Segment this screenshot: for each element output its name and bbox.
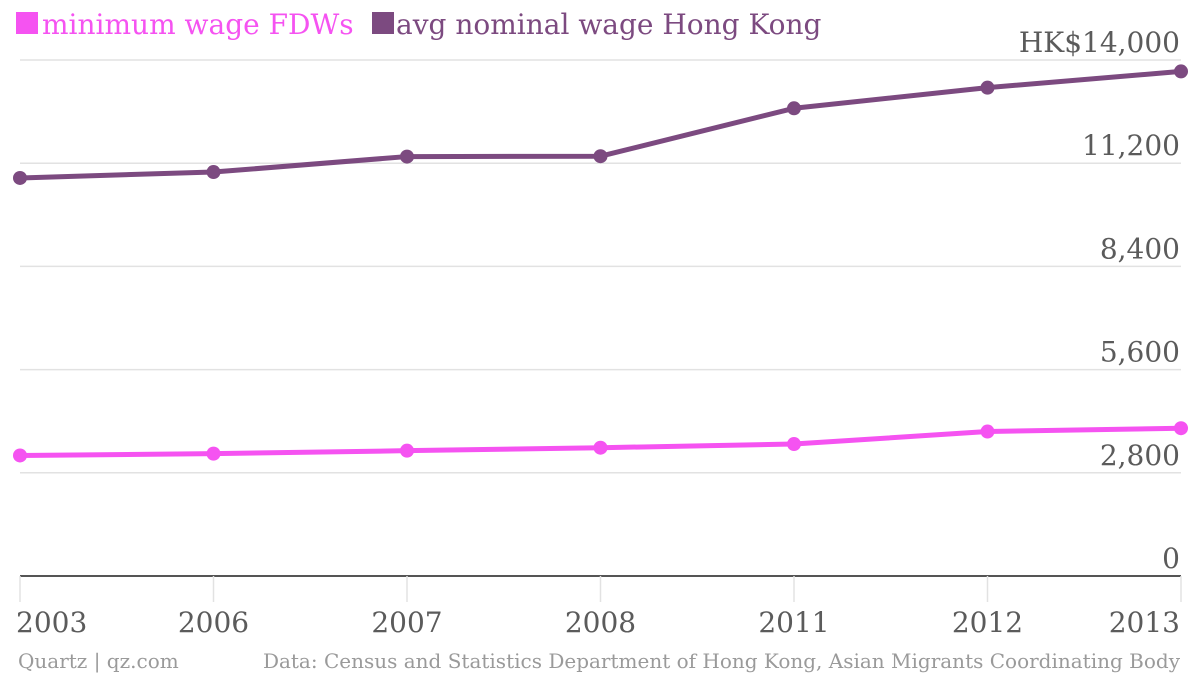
point-avg-nominal-wage-hong-kong-2013 bbox=[1174, 64, 1188, 79]
point-minimum-wage-fdws-2013 bbox=[1174, 421, 1188, 436]
legend-swatch-avg-nominal-wage bbox=[372, 12, 394, 34]
point-minimum-wage-fdws-2012 bbox=[980, 424, 995, 439]
x-tick-label-2008: 2008 bbox=[565, 606, 636, 639]
x-tick-label-2012: 2012 bbox=[952, 606, 1023, 639]
x-tick-label-2013: 2013 bbox=[1109, 606, 1180, 639]
legend-swatch-minimum-wage bbox=[16, 12, 38, 34]
footer: Quartz | qz.com Data: Census and Statist… bbox=[18, 649, 1181, 674]
point-minimum-wage-fdws-2007 bbox=[400, 443, 414, 458]
x-tick-label-2006: 2006 bbox=[178, 606, 249, 639]
point-avg-nominal-wage-hong-kong-2008 bbox=[593, 149, 608, 164]
x-tick-label-2011: 2011 bbox=[758, 606, 829, 639]
point-minimum-wage-fdws-2008 bbox=[593, 440, 608, 455]
series-layer bbox=[13, 64, 1188, 463]
footer-credit: Quartz | qz.com bbox=[18, 649, 179, 674]
y-tick-label-11-200: 11,200 bbox=[1082, 129, 1180, 162]
y-tick-label-0: 0 bbox=[1162, 542, 1180, 575]
legend-label-avg-nominal-wage: avg nominal wage Hong Kong bbox=[396, 8, 822, 41]
point-minimum-wage-fdws-2006 bbox=[206, 446, 221, 461]
y-tick-label-8-400: 8,400 bbox=[1100, 232, 1180, 265]
point-avg-nominal-wage-hong-kong-2003 bbox=[13, 170, 27, 185]
point-avg-nominal-wage-hong-kong-2011 bbox=[787, 101, 801, 116]
point-avg-nominal-wage-hong-kong-2012 bbox=[980, 80, 995, 95]
footer-source: Data: Census and Statistics Department o… bbox=[263, 649, 1181, 673]
axis-layer: 0 2,800 5,600 8,400 11,200 HK$14,000 2003 2006 2… bbox=[16, 26, 1182, 639]
x-tick-label-2003: 2003 bbox=[16, 606, 87, 639]
legend: minimum wage FDWs avg nominal wage Hong … bbox=[16, 8, 822, 41]
x-tick-label-2007: 2007 bbox=[371, 606, 442, 639]
y-tick-label-2-800: 2,800 bbox=[1100, 439, 1180, 472]
point-minimum-wage-fdws-2003 bbox=[13, 448, 27, 463]
point-avg-nominal-wage-hong-kong-2007 bbox=[400, 149, 414, 164]
y-tick-label-hk-14-000: HK$14,000 bbox=[1019, 26, 1180, 59]
point-avg-nominal-wage-hong-kong-2006 bbox=[206, 165, 221, 180]
point-minimum-wage-fdws-2011 bbox=[787, 437, 801, 452]
grid-layer bbox=[20, 59, 1181, 474]
legend-label-minimum-wage: minimum wage FDWs bbox=[42, 8, 354, 41]
y-tick-label-5-600: 5,600 bbox=[1100, 336, 1180, 369]
